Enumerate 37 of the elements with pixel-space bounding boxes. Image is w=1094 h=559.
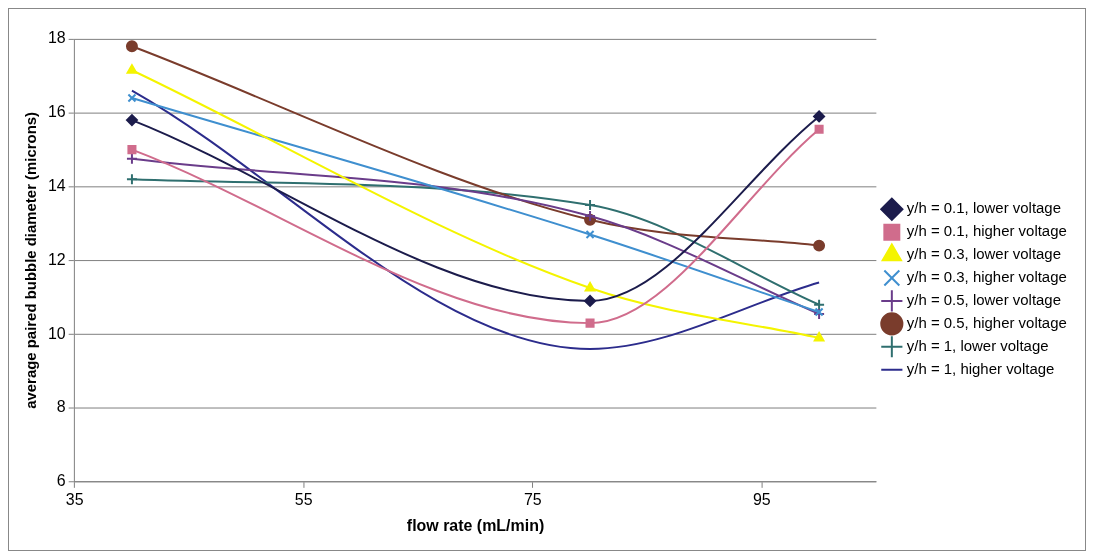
legend-label: y/h = 0.3, higher voltage — [906, 268, 1067, 286]
point — [125, 114, 138, 127]
point — [584, 294, 597, 307]
point — [813, 239, 826, 252]
point — [585, 230, 595, 240]
legend-label: y/h = 1, higher voltage — [906, 359, 1055, 377]
point — [813, 298, 826, 311]
legend-label: y/h = 0.3, lower voltage — [906, 245, 1061, 263]
y-tick-label: 18 — [47, 29, 66, 47]
y-tick-label: 14 — [47, 176, 66, 194]
x-tick-label: 95 — [752, 490, 771, 508]
point — [585, 318, 595, 328]
legend-label: y/h = 1, lower voltage — [906, 336, 1049, 354]
point — [125, 40, 138, 53]
legend-label: y/h = 0.5, higher voltage — [906, 313, 1067, 331]
legend-label: y/h = 0.1, lower voltage — [906, 199, 1061, 217]
point — [127, 93, 137, 103]
point — [813, 110, 826, 123]
x-axis-title: flow rate (mL/min) — [406, 516, 545, 534]
point — [584, 282, 596, 292]
point — [814, 124, 824, 134]
x-tick-label: 75 — [523, 490, 542, 508]
point — [127, 145, 137, 155]
legend-label: y/h = 0.1, higher voltage — [906, 222, 1067, 240]
y-axis-title: average paired bubble diameter (microns) — [22, 111, 40, 409]
point — [125, 173, 138, 186]
point — [584, 199, 597, 211]
y-tick-label: 6 — [56, 472, 66, 490]
y-tick-label: 8 — [56, 398, 66, 416]
x-tick-label: 55 — [294, 490, 313, 508]
y-tick-label: 16 — [47, 103, 66, 121]
point — [813, 331, 825, 342]
y-tick-label: 12 — [47, 250, 66, 268]
point — [126, 64, 138, 74]
y-tick-label: 10 — [47, 324, 66, 342]
x-tick-label: 35 — [65, 490, 84, 508]
legend-label: y/h = 0.5, lower voltage — [906, 291, 1061, 309]
